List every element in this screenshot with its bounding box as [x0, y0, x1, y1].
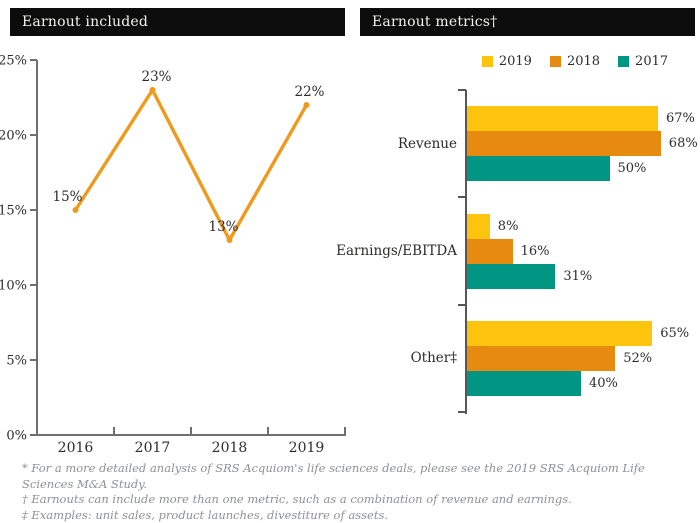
bar-2019-0: [467, 106, 658, 131]
footnote-1: * For a more detailed analysis of SRS Ac…: [22, 461, 694, 492]
point-label: 22%: [294, 84, 324, 100]
legend-swatch-2018: [550, 56, 561, 67]
legend-item-2017: 2017: [618, 54, 668, 69]
group-boundary-tick: [458, 304, 466, 306]
bar-value-label: 68%: [669, 131, 698, 156]
earnout-metrics-panel: Earnout metrics† 2019 2018 2017 Revenue 67%…: [360, 0, 695, 460]
bar-2018-0: [467, 131, 661, 156]
bar-value-label: 8%: [498, 214, 519, 239]
group-boundary-tick: [458, 196, 466, 198]
legend-swatch-2019: [482, 56, 493, 67]
legend-item-2019: 2019: [482, 54, 532, 69]
earnout-included-title: Earnout included: [22, 14, 148, 30]
point-label: 23%: [141, 69, 171, 85]
category-label: Other‡: [411, 305, 457, 412]
bar-2018-2: [467, 346, 615, 371]
legend: 2019 2018 2017: [450, 53, 700, 69]
y-tick-label: 25%: [0, 54, 27, 69]
y-tick-label: 15%: [0, 204, 27, 219]
footnote-3: ‡ Examples: unit sales, product launches…: [22, 508, 694, 523]
group-boundary-tick: [458, 89, 466, 91]
category-label: Earnings/EBITDA: [336, 197, 457, 304]
bar-value-label: 65%: [660, 321, 689, 346]
bar-value-label: 52%: [623, 346, 652, 371]
legend-swatch-2017: [618, 56, 629, 67]
point-label: 15%: [52, 189, 82, 205]
legend-label: 2017: [635, 54, 668, 69]
group-boundary-tick: [458, 411, 466, 413]
y-tick-label: 10%: [0, 279, 27, 294]
x-category-label: 2016: [58, 440, 94, 456]
bar-value-label: 40%: [589, 371, 618, 396]
bar-2019-1: [467, 214, 490, 239]
bar-2017-0: [467, 156, 610, 181]
x-category-label: 2018: [212, 440, 248, 456]
bar-2018-1: [467, 239, 513, 264]
earnout-metrics-title-bar: Earnout metrics†: [360, 8, 695, 36]
y-tick-label: 5%: [6, 354, 27, 369]
bar-2017-1: [467, 264, 555, 289]
bar-2017-2: [467, 371, 581, 396]
legend-label: 2018: [567, 54, 600, 69]
data-point: [150, 87, 156, 93]
data-point: [73, 207, 79, 213]
bar-2019-2: [467, 321, 652, 346]
point-label: 13%: [208, 219, 238, 235]
x-category-label: 2017: [135, 440, 171, 456]
y-tick-label: 0%: [6, 429, 27, 444]
legend-item-2018: 2018: [550, 54, 600, 69]
data-line: [76, 90, 307, 240]
legend-label: 2019: [499, 54, 532, 69]
data-point: [304, 102, 310, 108]
earnout-included-title-bar: Earnout included: [10, 8, 345, 36]
category-label: Revenue: [398, 90, 457, 197]
bar-value-label: 31%: [563, 264, 592, 289]
data-point: [227, 237, 233, 243]
bar-value-label: 50%: [618, 156, 647, 181]
x-category-label: 2019: [289, 440, 325, 456]
footnote-2: † Earnouts can include more than one met…: [22, 492, 694, 508]
bar-value-label: 67%: [666, 106, 695, 131]
bar-value-label: 16%: [521, 239, 550, 264]
earnout-metrics-title: Earnout metrics†: [372, 14, 497, 30]
y-tick-label: 20%: [0, 129, 27, 144]
